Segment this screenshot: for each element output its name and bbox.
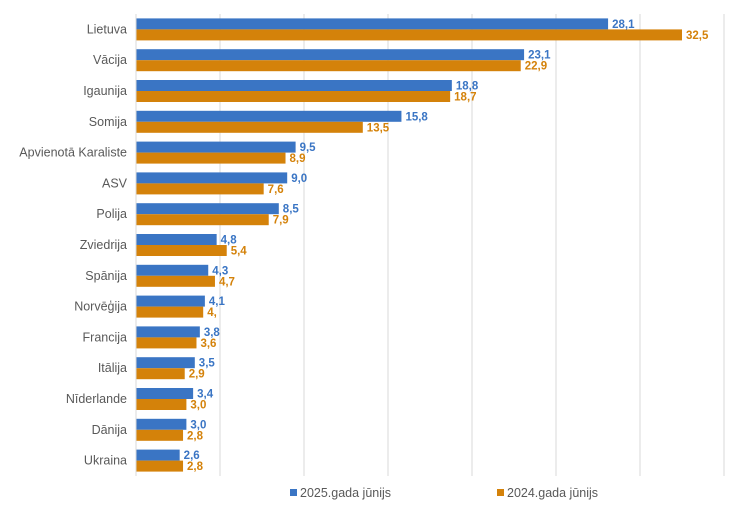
- bar: [136, 141, 296, 153]
- data-label: 23,1: [528, 50, 551, 62]
- bar: [136, 80, 452, 91]
- category-label: Zviedrija: [80, 238, 127, 252]
- bar: [136, 357, 195, 369]
- data-label: 3,6: [200, 338, 216, 350]
- bar: [136, 121, 363, 133]
- data-label: 3,0: [190, 419, 206, 431]
- data-label: 2,6: [184, 450, 200, 462]
- category-label: Dānija: [92, 423, 127, 437]
- bar: [136, 49, 525, 61]
- legend-swatch: [290, 489, 297, 496]
- data-label: 4,1: [209, 296, 226, 308]
- legend-swatch: [497, 489, 504, 496]
- bar: [136, 275, 215, 287]
- data-label: 32,5: [686, 30, 709, 42]
- bar: [136, 152, 286, 164]
- bar: [136, 29, 682, 41]
- data-label: 28,1: [612, 19, 635, 31]
- category-label: Somija: [89, 115, 127, 129]
- bar: [136, 306, 204, 318]
- category-label: Polija: [96, 207, 127, 221]
- bar: [136, 214, 269, 226]
- data-label: 18,8: [456, 81, 479, 93]
- bar: [136, 245, 227, 256]
- bar: [136, 295, 205, 307]
- category-label: Nīderlande: [66, 392, 127, 406]
- category-label: Apvienotā Karaliste: [19, 146, 127, 160]
- bar: [136, 368, 185, 380]
- bar: [136, 399, 187, 410]
- bar: [136, 91, 451, 102]
- data-label: 2,9: [189, 369, 205, 381]
- bar: [136, 264, 209, 276]
- legend: 2025.gada jūnijs 2024.gada jūnijs: [290, 486, 598, 500]
- category-label: Lietuva: [87, 22, 127, 36]
- bar: [136, 110, 402, 122]
- data-label: 3,5: [199, 358, 216, 370]
- data-label: 22,9: [525, 61, 547, 73]
- bar: [136, 388, 194, 399]
- data-label: 3,8: [204, 327, 221, 339]
- data-label: 9,5: [300, 142, 317, 154]
- bar: [136, 183, 264, 195]
- data-label: 15,8: [405, 111, 428, 123]
- category-label: Vācija: [93, 53, 127, 67]
- data-label: 3,0: [190, 400, 206, 412]
- category-label: Norvēģija: [74, 300, 127, 314]
- bars: [136, 18, 682, 472]
- category-labels: Lietuva Vācija Igaunija Somija Apvienotā Kar…: [19, 22, 127, 467]
- bar: [136, 337, 197, 349]
- legend-label: 2025.gada jūnijs: [300, 486, 391, 500]
- bar: [136, 18, 609, 30]
- category-label: Francija: [83, 330, 128, 344]
- category-label: ASV: [102, 176, 128, 190]
- data-label: 13,5: [367, 122, 390, 134]
- data-labels: 28,1 32,5 23,122,9 18,818,7 15,8 13,5 9,58,9 9,…: [184, 19, 709, 473]
- data-label: 8,5: [283, 204, 300, 216]
- data-label: 4,8: [221, 235, 238, 247]
- data-label: 7,6: [268, 184, 284, 196]
- data-label: 9,0: [291, 173, 307, 185]
- bar: [136, 460, 184, 472]
- bar: [136, 418, 187, 430]
- category-label: Igaunija: [83, 84, 127, 98]
- data-label: 2,8: [187, 430, 204, 442]
- data-label: 8,9: [290, 153, 306, 165]
- data-label: 7,9: [273, 215, 289, 227]
- data-label: 4,: [207, 307, 217, 319]
- bar: [136, 172, 288, 184]
- data-label: 2,8: [187, 461, 204, 473]
- data-label: 5,4: [231, 246, 248, 258]
- data-label: 3,4: [197, 389, 214, 401]
- legend-label: 2024.gada jūnijs: [507, 486, 598, 500]
- bar: [136, 234, 217, 245]
- data-label: 4,7: [219, 276, 235, 288]
- data-label: 18,7: [454, 92, 476, 104]
- data-label: 4,3: [212, 265, 228, 277]
- bar: [136, 449, 180, 461]
- bar: [136, 60, 521, 72]
- category-label: Spānija: [85, 269, 127, 283]
- bar: [136, 203, 279, 215]
- category-label: Itālija: [98, 361, 127, 375]
- category-label: Ukraina: [84, 454, 127, 468]
- bar: [136, 429, 184, 441]
- bar: [136, 326, 200, 338]
